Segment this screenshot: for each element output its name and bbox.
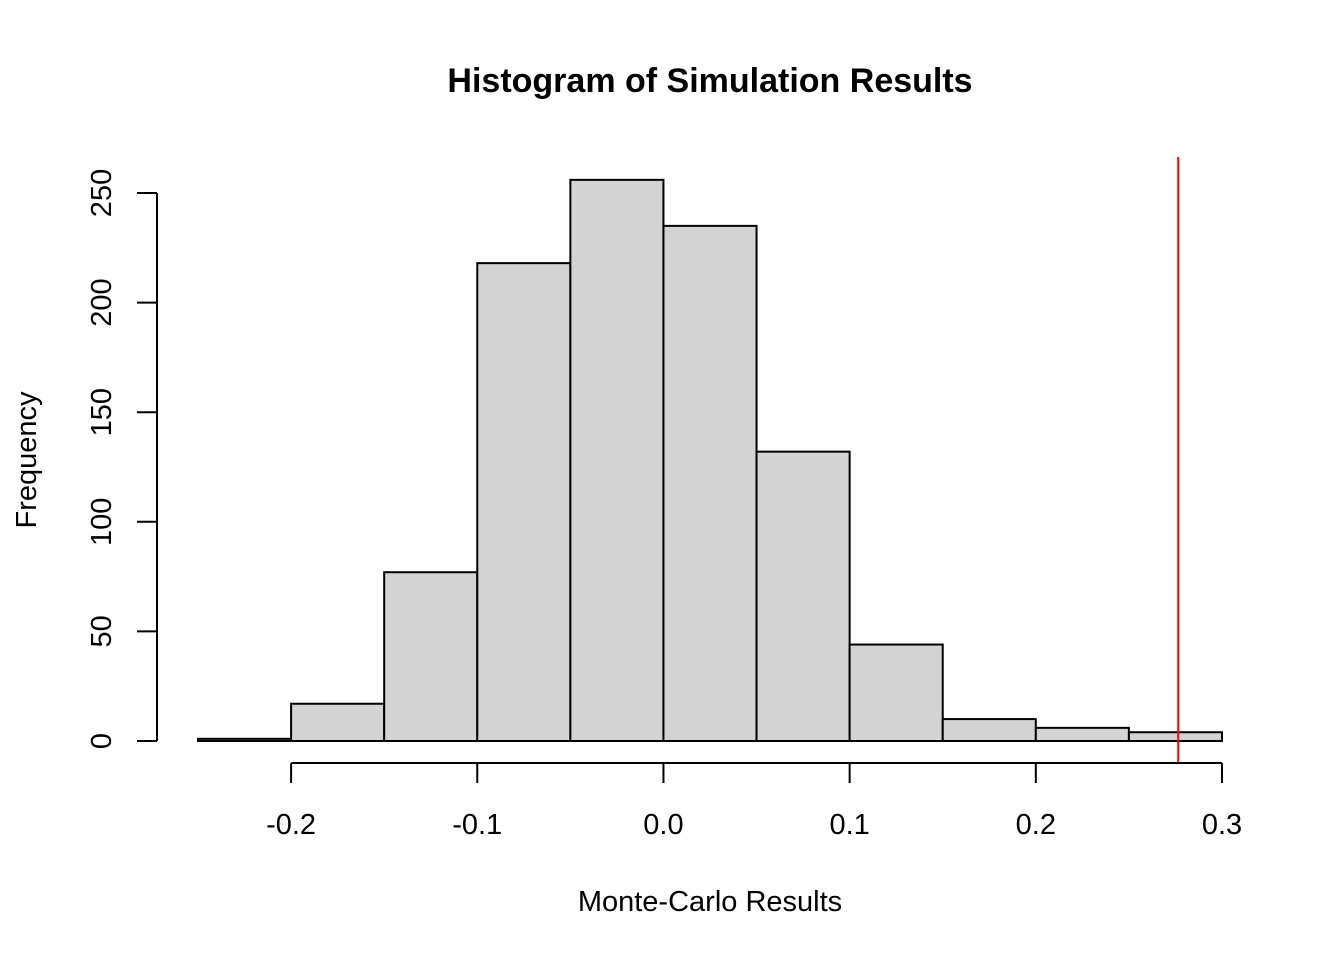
x-axis-label: Monte-Carlo Results <box>578 886 842 918</box>
histogram-bar <box>848 643 944 742</box>
y-tick-label: 250 <box>86 169 118 217</box>
histogram-bar <box>662 224 758 742</box>
y-tick-label: 200 <box>86 278 118 326</box>
y-axis: 0 50 100 150 200 250 <box>86 169 158 749</box>
x-tick-label: 0.0 <box>643 809 683 841</box>
y-tick-label: 100 <box>86 498 118 546</box>
x-tick-label: 0.3 <box>1202 809 1242 841</box>
x-tick-label: 0.2 <box>1016 809 1056 841</box>
histogram-bar <box>1034 726 1130 743</box>
histogram-bar <box>569 178 665 742</box>
y-tick-label: 150 <box>86 388 118 436</box>
histogram-bar <box>290 702 386 743</box>
x-axis: -0.2 -0.1 0.0 0.1 0.2 0.3 <box>266 762 1242 841</box>
chart-title: Histogram of Simulation Results <box>447 62 972 100</box>
histogram-bar <box>1127 731 1223 742</box>
x-tick-label: 0.1 <box>829 809 869 841</box>
x-tick-label: -0.2 <box>266 809 316 841</box>
y-tick-label: 0 <box>86 733 118 749</box>
histogram-bar <box>755 450 851 742</box>
histogram-bar <box>476 262 572 742</box>
histogram-bar <box>383 571 479 742</box>
histogram-bars <box>197 178 1223 743</box>
x-tick-label: -0.1 <box>452 809 502 841</box>
y-axis-label: Frequency <box>11 391 43 529</box>
histogram-bar <box>941 718 1037 743</box>
y-tick-label: 50 <box>86 615 118 647</box>
histogram-bar <box>197 737 293 742</box>
